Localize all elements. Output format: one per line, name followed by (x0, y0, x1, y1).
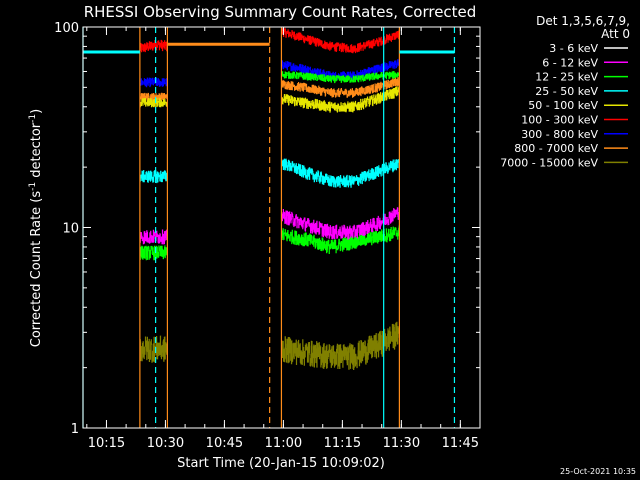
footer-date: 25-Oct-2021 10:35 (560, 467, 636, 476)
series (139, 86, 400, 113)
x-tick-label: 11:00 (265, 436, 302, 451)
chart-title: RHESSI Observing Summary Count Rates, Co… (84, 3, 477, 21)
series-line (139, 77, 168, 88)
legend-label: 25 - 50 keV (535, 85, 598, 98)
series-line (281, 86, 400, 113)
series (139, 27, 400, 54)
series (139, 321, 400, 370)
legend-label: 7000 - 15000 keV (500, 156, 598, 169)
series-layer (139, 27, 400, 370)
marker-layer (82, 27, 456, 428)
x-axis-ticks: 10:15 10:30 10:45 11:00 11:15 11:30 11:45 (86, 27, 479, 451)
series-line (139, 97, 168, 108)
legend-label: 12 - 25 keV (535, 71, 598, 84)
y-label-end: ) (29, 109, 44, 114)
legend-label: 3 - 6 keV (549, 42, 598, 55)
series-line (281, 321, 400, 370)
y-label-sup2: -1 (28, 114, 38, 123)
y-axis-ticks: 1 10 100 (54, 21, 480, 437)
series-line (139, 229, 168, 245)
series-line (281, 27, 400, 54)
x-tick-label: 10:45 (206, 436, 243, 451)
series-line (139, 335, 168, 363)
legend-label: 100 - 300 keV (521, 114, 598, 127)
series-line (139, 286, 168, 331)
flag-layer (83, 42, 455, 54)
y-label-sup1: -1 (28, 182, 38, 191)
series (139, 71, 400, 261)
series (139, 158, 400, 188)
y-label-mid: detector (29, 122, 44, 182)
series-line (139, 170, 168, 184)
series-line (281, 225, 400, 254)
series-line (281, 158, 400, 188)
series-line (139, 39, 168, 53)
series-line (281, 237, 400, 326)
series-line (281, 77, 400, 98)
legend-label: 50 - 100 keV (528, 99, 598, 112)
x-tick-label: 11:30 (383, 436, 420, 451)
y-label-main: Corrected Count Rate (s (29, 191, 44, 348)
x-tick-label: 10:30 (147, 436, 184, 451)
y-axis-label: Corrected Count Rate (s-1 detector-1) (28, 109, 44, 347)
y-tick-label: 10 (62, 222, 79, 237)
series-line (281, 71, 400, 84)
series (139, 237, 400, 331)
legend-label: 800 - 7000 keV (514, 142, 598, 155)
legend-header-1: Det 1,3,5,6,7,9, (536, 14, 630, 28)
legend-label: 300 - 800 keV (521, 128, 598, 141)
x-tick-label: 11:45 (442, 436, 479, 451)
series-line (139, 245, 168, 261)
series (139, 206, 400, 245)
x-tick-label: 10:15 (88, 436, 125, 451)
x-axis-label: Start Time (20-Jan-15 10:09:02) (177, 456, 385, 471)
y-tick-label: 1 (71, 422, 79, 437)
legend-header-2: Att 0 (601, 27, 630, 41)
x-tick-label: 11:15 (324, 436, 361, 451)
y-tick-label: 100 (54, 21, 79, 36)
series-line (281, 206, 400, 240)
legend-label: 6 - 12 keV (542, 56, 598, 69)
